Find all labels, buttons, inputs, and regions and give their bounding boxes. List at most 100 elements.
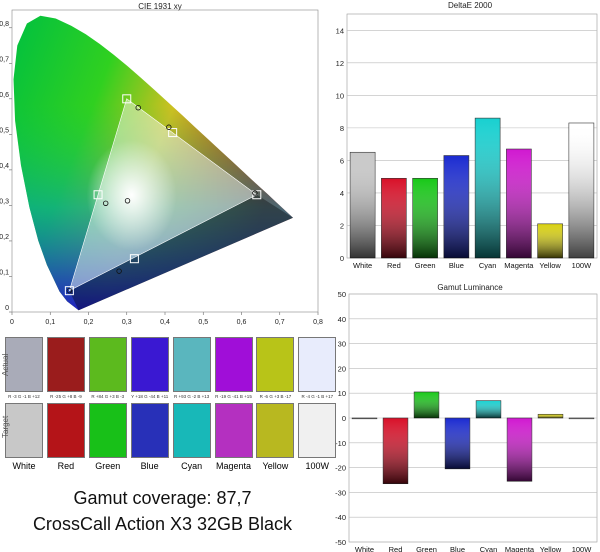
lum-y-tick: 0: [342, 414, 346, 423]
measured-point-cyan: [103, 200, 109, 206]
deltae-title: DeltaE 2000: [448, 1, 493, 10]
measured-point-white: [124, 198, 131, 204]
cie-x-tick: 0,2: [84, 319, 94, 326]
cie-title: CIE 1931 xy: [138, 2, 182, 11]
deltae-category-label: 100W: [572, 261, 593, 270]
lum-y-tick: 10: [338, 389, 346, 398]
lum-y-tick: 20: [338, 364, 346, 373]
lum-category-label: 100W: [572, 545, 593, 552]
cie-y-tick: 0,4: [0, 163, 9, 170]
lum-y-tick: -30: [335, 488, 346, 497]
lum-y-tick: -10: [335, 439, 346, 448]
swatch-name-label: White: [12, 461, 36, 471]
swatch-name-label: Yellow: [262, 461, 289, 471]
cie-y-tick: 0,7: [0, 56, 9, 63]
measured-point-yellow: [166, 124, 172, 130]
target-point-magenta: [129, 254, 139, 264]
swatch-name-label: Green: [95, 461, 121, 471]
cie-x-tick: 0,6: [237, 319, 247, 326]
deltae-category-label: Red: [387, 261, 401, 270]
lum-y-tick: -50: [335, 538, 346, 547]
deltae-y-tick: 8: [340, 124, 344, 133]
measured-point-red: [252, 190, 258, 196]
lum-category-label: Green: [416, 545, 437, 552]
cie-y-tick: 0: [5, 305, 9, 312]
actual-swatch-red: [46, 337, 85, 392]
gamut-luminance-chart: Gamut Luminance 50 40 30 20 10 0 -10 -20 -30 -40 -…: [335, 283, 598, 552]
cie-x-tick: 0,7: [275, 319, 285, 326]
lum-category-label: Red: [389, 545, 403, 552]
deltae-category-label: Magenta: [504, 261, 534, 270]
target-row-label: Target: [1, 415, 10, 438]
deltae-chart: DeltaE 2000 0 2 4 6 8 10 12 14 White Red Green Blu…: [336, 1, 598, 270]
deltae-y-tick: 14: [336, 26, 344, 35]
actual-swatch-blue: [130, 337, 169, 392]
cie-y-tick: 0,6: [0, 92, 9, 99]
deltae-category-label: Blue: [449, 261, 464, 270]
lum-y-tick: 40: [338, 315, 346, 324]
target-point-blue: [64, 286, 74, 296]
swatch-delta-code: R -25 G +8 B -9: [50, 394, 82, 399]
actual-swatch-yellow: [256, 337, 295, 392]
target-swatch-green: [88, 403, 127, 458]
deltae-y-tick: 4: [340, 189, 344, 198]
deltae-y-tick: 12: [336, 59, 344, 68]
target-swatch-red: [46, 403, 85, 458]
lum-y-tick: 50: [338, 290, 346, 299]
lum-y-tick: -40: [335, 513, 346, 522]
target-swatch-yellow: [256, 403, 295, 458]
target-point-green: [122, 94, 132, 104]
device-name-text: CrossCall Action X3 32GB Black: [32, 514, 293, 534]
target-swatch-100w: [298, 403, 337, 458]
lum-category-label: Yellow: [540, 545, 562, 552]
cie-x-tick: 0: [10, 319, 14, 326]
swatch-delta-code: R -19 G -41 B +15: [215, 394, 252, 399]
lum-y-tick: -20: [335, 464, 346, 473]
cie-y-tick: 0,3: [0, 198, 9, 205]
cie-plot-frame: [11, 9, 319, 313]
lum-y-tick: 30: [338, 340, 346, 349]
cie-x-tick: 0,5: [198, 319, 208, 326]
cie-y-tick: 0,8: [0, 21, 9, 28]
actual-swatch-magenta: [214, 337, 253, 392]
lum-category-label: Magenta: [505, 545, 535, 552]
gamut-coverage-text: Gamut coverage: 87,7: [73, 488, 252, 508]
measured-point-magenta: [116, 268, 122, 274]
cie-x-tick: 0,4: [160, 319, 170, 326]
swatch-name-label: Red: [57, 461, 75, 471]
swatch-name-label: 100W: [305, 461, 330, 471]
deltae-category-label: Yellow: [539, 261, 561, 270]
deltae-category-label: Cyan: [479, 261, 497, 270]
target-point-cyan: [93, 190, 103, 200]
swatch-name-label: Blue: [140, 461, 159, 471]
swatch-delta-code: R +84 G +3 B -3: [91, 394, 125, 399]
swatch-delta-code: R -6 G +3 B -17: [259, 394, 292, 399]
actual-swatch-cyan: [172, 337, 211, 392]
target-point-red: [252, 190, 262, 200]
lum-category-label: White: [355, 545, 374, 552]
target-swatch-cyan: [172, 403, 211, 458]
target-swatch-blue: [130, 403, 169, 458]
deltae-y-tick: 2: [340, 221, 344, 230]
swatch-delta-code: R -3 G -1 B +12: [8, 394, 40, 399]
deltae-category-label: Green: [415, 261, 436, 270]
actual-swatch-green: [88, 337, 127, 392]
deltae-y-tick: 10: [336, 91, 344, 100]
white-point-glow: [86, 140, 177, 251]
cie-x-tick: 0,1: [45, 319, 55, 326]
cie-y-tick: 0,1: [0, 269, 9, 276]
deltae-y-tick: 6: [340, 156, 344, 165]
lum-title: Gamut Luminance: [437, 283, 503, 292]
swatch-delta-code: R -4 G -1 B +17: [301, 394, 334, 399]
swatch-delta-code: Y +18 G -44 B +11: [131, 394, 169, 399]
cie-y-tick: 0,5: [0, 127, 9, 134]
swatch-name-label: Cyan: [181, 461, 203, 471]
cie-diagram: CIE 1931 xy 0 0,1 0,2 0,3 0,4 0,5 0,6 0,7 0,8 0 0,…: [0, 2, 323, 326]
deltae-y-tick: 0: [340, 254, 344, 263]
swatch-name-label: Magenta: [215, 461, 252, 471]
actual-swatch-100w: [298, 337, 337, 392]
measured-point-green: [135, 105, 141, 111]
cie-x-tick: 0,8: [313, 319, 323, 326]
target-swatch-magenta: [214, 403, 253, 458]
measured-point-blue: [66, 287, 73, 294]
